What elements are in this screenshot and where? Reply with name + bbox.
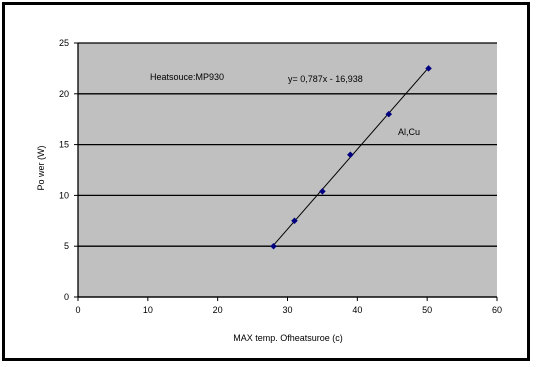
data-points: [270, 65, 432, 250]
series-label: Al,Cu: [398, 127, 420, 137]
data-point: [291, 217, 298, 225]
axes: [77, 43, 498, 301]
x-tick-label-20: 20: [213, 305, 223, 315]
y-tick-label-10: 10: [59, 190, 69, 200]
x-axis-label: MAX temp. Ofheatsuroe (c): [233, 333, 343, 343]
y-tick-label-15: 15: [59, 140, 69, 150]
heat-source-annotation: Heatsouce:MP930: [150, 72, 224, 82]
x-tick-label-10: 10: [143, 305, 153, 315]
x-tick-label-0: 0: [75, 305, 80, 315]
data-point: [385, 110, 393, 118]
x-tick-label-40: 40: [352, 305, 362, 315]
y-tick-label-25: 25: [59, 38, 69, 48]
y-tick-label-0: 0: [64, 292, 69, 302]
y-axis-label: Po wer (W): [36, 145, 46, 190]
y-tick-labels: 0 5 10 15 20 25: [59, 38, 69, 302]
plot-area: [78, 43, 497, 297]
x-tick-label-60: 60: [492, 305, 502, 315]
x-tick-label-30: 30: [282, 305, 292, 315]
data-point: [270, 242, 277, 250]
data-point: [346, 151, 354, 159]
trendline-equation: y= 0,787x - 16,938: [288, 74, 363, 84]
x-tick-label-50: 50: [422, 305, 432, 315]
gridlines: [74, 42, 497, 298]
y-tick-label-5: 5: [64, 241, 69, 251]
data-point: [425, 65, 432, 72]
x-tick-labels: 0 10 20 30 40 50 60: [75, 305, 502, 315]
data-point: [319, 187, 326, 195]
y-tick-label-20: 20: [59, 89, 69, 99]
